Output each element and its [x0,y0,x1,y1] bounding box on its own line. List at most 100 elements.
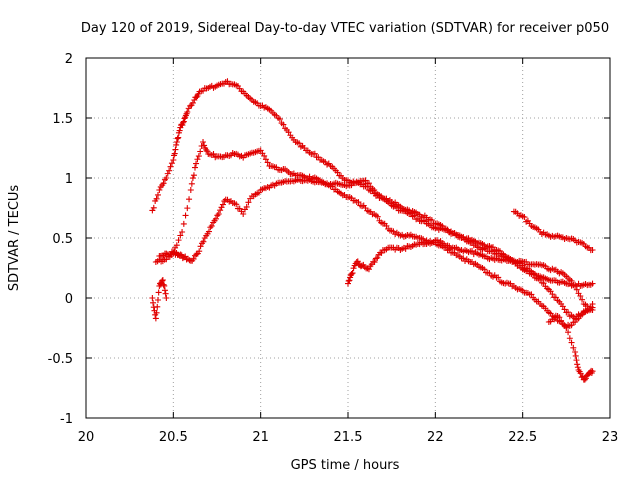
data-point [428,217,435,224]
x-tick-label: 21.5 [334,430,363,445]
data-point [175,134,182,141]
data-point [180,220,187,227]
data-point [152,315,159,322]
y-tick-label: 0 [65,292,73,307]
data-point [556,314,563,321]
y-tick-labels: -1 -0.5 0 0.5 1 1.5 2 [48,52,73,427]
data-point [573,286,580,293]
data-point [574,361,581,368]
data-point [197,148,204,155]
data-point [163,250,170,257]
data-point [549,291,556,298]
data-point [311,150,318,157]
data-point [221,198,228,205]
data-point [371,259,378,266]
data-point [193,94,200,101]
series-track-4 [345,237,596,313]
data-point [568,339,575,346]
data-point [355,199,362,206]
data-point [162,290,169,297]
data-point [245,199,252,206]
data-point [161,287,168,294]
data-point [175,237,182,244]
data-point [224,78,231,85]
data-point [179,229,186,235]
data-point [589,301,596,307]
y-tick-label: 1 [65,172,73,187]
data-point [200,238,207,245]
series-track-3 [156,176,596,290]
data-point [159,277,166,283]
data-point [218,204,225,211]
data-point [589,247,596,253]
data-point [190,172,197,179]
data-point [495,274,502,281]
data-point [173,242,180,249]
data-point [177,232,184,239]
data-point [579,373,586,380]
data-point [243,203,250,210]
data-point [565,329,572,336]
data-point [582,375,589,382]
data-point [155,289,162,296]
data-point [205,228,212,235]
data-point [566,335,573,342]
data-point [182,212,189,219]
data-point [365,266,372,273]
data-point [184,109,191,115]
data-point [189,99,196,106]
data-point [348,271,355,277]
y-tick-label: -1 [60,412,73,427]
data-point [180,118,187,125]
x-tick-label: 21 [252,430,269,445]
data-point [563,325,570,331]
data-point [572,352,579,359]
data-points [149,78,596,383]
data-point [150,204,157,211]
data-point [159,277,166,284]
data-point [203,146,210,153]
data-point [186,196,193,203]
data-point [540,280,547,287]
series-track-1 [149,78,596,322]
data-point [334,169,341,176]
data-point [354,258,361,265]
data-point [154,191,161,198]
data-point [177,251,184,258]
data-point [154,296,161,303]
data-point [589,307,596,313]
data-point [349,270,356,277]
data-point [589,280,596,287]
data-point [204,148,211,155]
data-point [374,213,381,220]
data-point [565,309,572,316]
x-tick-label: 22 [427,430,444,445]
data-point [579,296,586,303]
data-point [374,254,381,261]
data-point [345,277,352,284]
data-point [280,121,287,128]
data-point [521,214,528,221]
data-point [170,157,177,163]
data-point [581,376,588,383]
data-point [528,291,535,298]
data-point [193,160,200,167]
x-tick-label: 20.5 [159,430,188,445]
data-point [378,249,385,256]
data-point [240,211,247,217]
data-point [173,141,180,148]
data-point [183,256,190,263]
data-point [207,224,214,231]
data-point [219,201,226,208]
x-tick-label: 22.5 [508,430,537,445]
data-point [208,223,215,229]
data-point [570,344,577,351]
data-point [180,119,187,126]
data-point [196,248,203,255]
y-tick-label: -0.5 [48,352,73,367]
data-point [167,163,174,170]
data-point [194,156,201,163]
data-point [163,175,170,181]
series-track-6 [545,312,596,383]
